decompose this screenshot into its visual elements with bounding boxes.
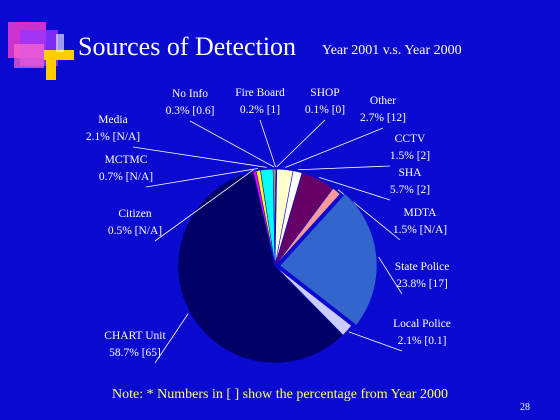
pie-slice	[272, 168, 276, 267]
slice-value-label: 1.5% [N/A]	[393, 224, 447, 236]
slice-label: Fire Board	[235, 87, 285, 99]
leader-line	[189, 120, 275, 168]
slice-value-label: 0.7% [N/A]	[99, 171, 153, 183]
slice-value-label: 2.1% [0.1]	[398, 335, 447, 347]
slice-label: Citizen	[118, 208, 151, 220]
chart-subtitle: Year 2001 v.s. Year 2000	[322, 43, 462, 58]
leader-line	[285, 127, 384, 168]
pie-slice	[279, 193, 378, 326]
slice-value-label: 2.1% [N/A]	[86, 131, 140, 143]
leader-line	[276, 119, 326, 168]
slice-value-label: 2.7% [12]	[360, 112, 406, 124]
leader-line	[378, 256, 403, 295]
slice-value-label: 0.1% [0]	[305, 104, 345, 116]
leader-line	[298, 165, 391, 171]
leader-line	[319, 177, 391, 201]
leader-line	[145, 168, 259, 188]
slice-value-label: 0.3% [0.6]	[166, 105, 215, 117]
slice-value-label: 58.7% [65]	[109, 347, 161, 359]
slice-value-label: 5.7% [2]	[390, 184, 430, 196]
slice-label: CCTV	[395, 133, 426, 145]
leader-line	[132, 146, 267, 168]
slice-value-label: 0.2% [1]	[240, 104, 280, 116]
slice-label: MCTMC	[105, 154, 148, 166]
leader-line	[348, 331, 403, 352]
slice-label: CHART Unit	[104, 330, 166, 342]
slice-value-label: 1.5% [2]	[390, 150, 430, 162]
leader-line	[154, 313, 189, 364]
slice-label: State Police	[395, 261, 450, 273]
slice-label: Media	[98, 114, 127, 126]
slice-label: No Info	[172, 88, 208, 100]
slice-label: Other	[370, 95, 396, 107]
slice-value-label: 23.8% [17]	[396, 278, 448, 290]
pie-slice	[177, 171, 344, 364]
slice-label: Local Police	[393, 318, 451, 330]
chart-title: Sources of Detection	[78, 32, 296, 61]
slice-label: SHOP	[310, 87, 339, 99]
slice-value-label: 0.5% [N/A]	[108, 225, 162, 237]
leader-line	[259, 119, 277, 168]
pie-slice	[274, 187, 341, 267]
slice-label: SHA	[398, 167, 422, 179]
slice-label: MDTA	[404, 207, 438, 219]
leader-line	[154, 168, 255, 242]
logo-decoration	[8, 22, 74, 80]
note: Note: * Numbers in [ ] show the percenta…	[112, 387, 448, 402]
page-number: 28	[520, 402, 530, 413]
